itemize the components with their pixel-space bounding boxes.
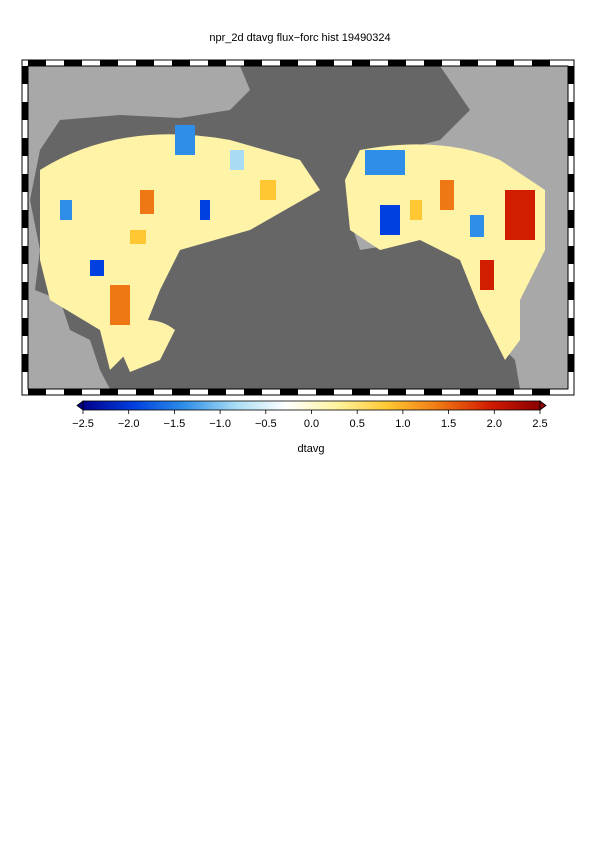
frame-tick xyxy=(388,389,406,395)
colorbar-end xyxy=(539,400,547,411)
frame-tick xyxy=(424,389,442,395)
frame-tick xyxy=(568,210,574,228)
frame-tick xyxy=(532,60,550,66)
map xyxy=(28,66,568,389)
frame-tick xyxy=(244,60,262,66)
frame-tick xyxy=(496,389,514,395)
frame-tick xyxy=(388,60,406,66)
frame-tick xyxy=(22,174,28,192)
colorbar-scale xyxy=(82,400,541,411)
colorbar-tick-label: −0.5 xyxy=(255,418,277,430)
frame-tick xyxy=(136,389,154,395)
colorbar-tick-label: −2.0 xyxy=(118,418,140,430)
frame-tick xyxy=(568,318,574,336)
frame-tick xyxy=(568,354,574,372)
frame-tick xyxy=(100,389,118,395)
map-frame xyxy=(21,59,575,396)
frame-tick xyxy=(568,102,574,120)
frame-tick xyxy=(22,66,28,84)
colorbar: −2.5 −2.0 −1.5 −1.0 −0.5 0.0 0.5 1.0 1.5 2.0 2.5 xyxy=(72,400,548,430)
frame-tick xyxy=(496,60,514,66)
frame-tick xyxy=(22,318,28,336)
frame-tick xyxy=(460,389,478,395)
frame-tick xyxy=(316,60,334,66)
data-field-japan xyxy=(112,320,175,372)
frame-tick xyxy=(352,60,370,66)
frame-tick xyxy=(208,60,226,66)
data-patches xyxy=(60,125,535,325)
frame-tick xyxy=(280,389,298,395)
colorbar-label: dtavg xyxy=(298,443,325,455)
colorbar-tick-label: −1.0 xyxy=(209,418,231,430)
frame-tick xyxy=(532,389,550,395)
frame-tick xyxy=(172,389,190,395)
frame-tick xyxy=(22,102,28,120)
colorbar-tick-label: 2.5 xyxy=(532,418,547,430)
frame-tick xyxy=(22,246,28,264)
frame-tick xyxy=(568,66,574,84)
frame-tick xyxy=(280,60,298,66)
frame-tick xyxy=(352,389,370,395)
frame-tick xyxy=(64,389,82,395)
frame-tick xyxy=(22,210,28,228)
frame-tick xyxy=(22,354,28,372)
colorbar-tick-label: 1.5 xyxy=(441,418,456,430)
data-field-america xyxy=(345,144,545,360)
frame-tick xyxy=(64,60,82,66)
colorbar-end xyxy=(76,400,84,411)
frame-tick xyxy=(568,174,574,192)
frame-tick xyxy=(244,389,262,395)
frame-tick xyxy=(460,60,478,66)
frame-tick xyxy=(208,389,226,395)
frame-tick xyxy=(316,389,334,395)
frame-tick xyxy=(28,60,46,66)
colorbar-tick-label: −2.5 xyxy=(72,418,94,430)
frame-tick xyxy=(568,138,574,156)
colorbar-tick-label: 0.0 xyxy=(304,418,319,430)
colorbar-tick-label: 0.5 xyxy=(350,418,365,430)
frame-tick xyxy=(568,282,574,300)
colorbar-tick-label: −1.5 xyxy=(164,418,186,430)
frame-tick xyxy=(424,60,442,66)
map-title: npr_2d dtavg flux−forc hist 19490324 xyxy=(209,32,390,44)
colorbar-tick-label: 1.0 xyxy=(395,418,410,430)
frame-tick xyxy=(22,138,28,156)
colorbar-tick-label: 2.0 xyxy=(487,418,502,430)
frame-tick xyxy=(28,389,46,395)
frame-tick xyxy=(100,60,118,66)
frame-tick xyxy=(568,246,574,264)
frame-tick xyxy=(172,60,190,66)
frame-tick xyxy=(136,60,154,66)
land-asia xyxy=(28,66,250,389)
frame-tick xyxy=(22,282,28,300)
